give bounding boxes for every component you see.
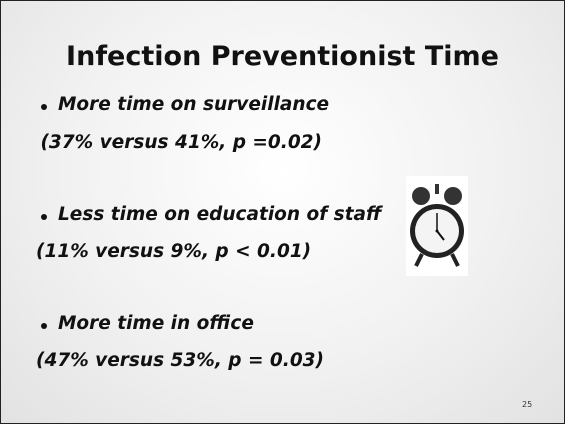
bullet-dot <box>41 323 47 329</box>
slide-title: Infection Preventionist Time <box>1 41 564 72</box>
bullet-text: Less time on education of staff <box>58 204 381 225</box>
bullet-dot <box>41 214 47 220</box>
bullet-detail: (11% versus 9%, p < 0.01) <box>36 241 311 262</box>
bullet-dot <box>41 104 47 110</box>
bullet-text: More time in office <box>58 313 254 334</box>
page-number: 25 <box>522 400 532 409</box>
bullet-detail: (47% versus 53%, p = 0.03) <box>36 350 324 371</box>
bullet-detail: (37% versus 41%, p =0.02) <box>34 132 322 153</box>
clock-image <box>406 176 468 276</box>
slide: Infection Preventionist Time More time o… <box>0 0 565 424</box>
bullet-text: More time on surveillance <box>58 94 329 115</box>
